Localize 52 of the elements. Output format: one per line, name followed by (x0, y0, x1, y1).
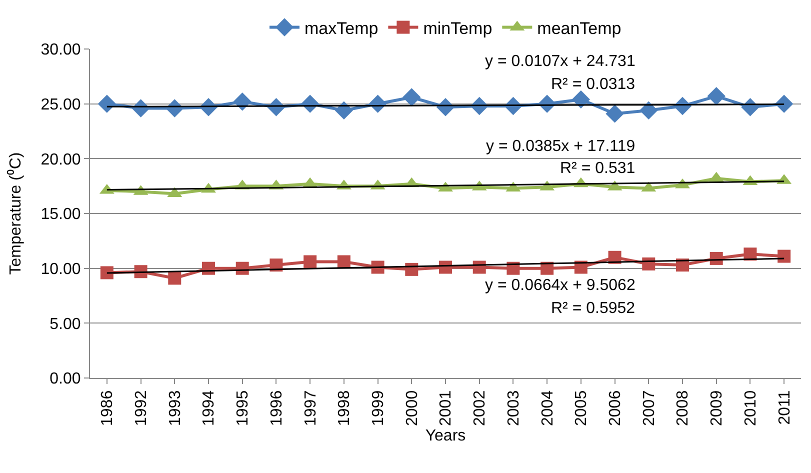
x-tick-label: 1998 (336, 390, 354, 426)
y-tick-label: 5.00 (50, 316, 81, 333)
point (774, 94, 794, 113)
x-tick-label: 2006 (606, 390, 624, 426)
x-tick-label: 1999 (370, 390, 387, 426)
x-tick-label: 2000 (404, 390, 421, 426)
x-tick-label: 1997 (302, 390, 320, 426)
y-tick-label: 15.00 (40, 206, 81, 224)
x-tick-label: 1993 (166, 390, 184, 426)
point (233, 92, 252, 111)
point (778, 250, 791, 263)
point (100, 266, 114, 280)
x-tick-label: 2010 (742, 390, 760, 426)
x-tick-label: 2011 (776, 390, 794, 425)
annotation: y = 0.0107x + 24.731 (485, 53, 636, 70)
point (606, 104, 624, 123)
x-tick-label: 2004 (539, 390, 556, 426)
legend-label: minTemp (423, 18, 492, 38)
y-tick-label: 0.00 (50, 370, 81, 388)
legend-label: meanTemp (537, 18, 622, 38)
point (98, 94, 116, 113)
point (707, 87, 726, 106)
annotation: R² = 0.531 (560, 160, 636, 177)
x-tick-label: 2002 (472, 390, 489, 426)
y-tick-label: 20.00 (40, 151, 81, 168)
annotation: y = 0.0385x + 17.119 (486, 138, 636, 155)
x-tick-label: 2005 (573, 390, 590, 426)
y-tick-label: 30.00 (40, 42, 81, 59)
point (640, 101, 658, 120)
point (304, 255, 317, 268)
x-tick-label: 1996 (268, 390, 286, 426)
point (168, 272, 182, 285)
annotation: R² = 0.0313 (551, 76, 636, 93)
x-tick-label: 2009 (708, 390, 726, 426)
x-tick-label: 2001 (438, 390, 455, 426)
legend-label: maxTemp (304, 18, 378, 38)
x-tick-label: 1992 (132, 390, 150, 426)
point (334, 101, 354, 120)
x-tick-label: 2008 (674, 390, 692, 426)
x-tick-label: 2007 (640, 390, 658, 426)
y-tick-label: 10.00 (40, 260, 81, 278)
annotation: R² = 0.5952 (551, 300, 636, 317)
point (402, 88, 421, 106)
point (572, 90, 590, 109)
x-tick-label: 1994 (200, 390, 218, 426)
y-tick-label: 25.00 (40, 96, 81, 114)
annotation: y = 0.0664x + 9.5062 (485, 277, 636, 294)
x-axis-title: Years (425, 428, 466, 445)
y-axis-title: Temperature (⁰C) (6, 152, 25, 275)
x-tick-label: 1995 (234, 390, 252, 426)
x-tick-label: 2003 (505, 390, 522, 426)
x-tick-label: 1986 (99, 390, 116, 426)
